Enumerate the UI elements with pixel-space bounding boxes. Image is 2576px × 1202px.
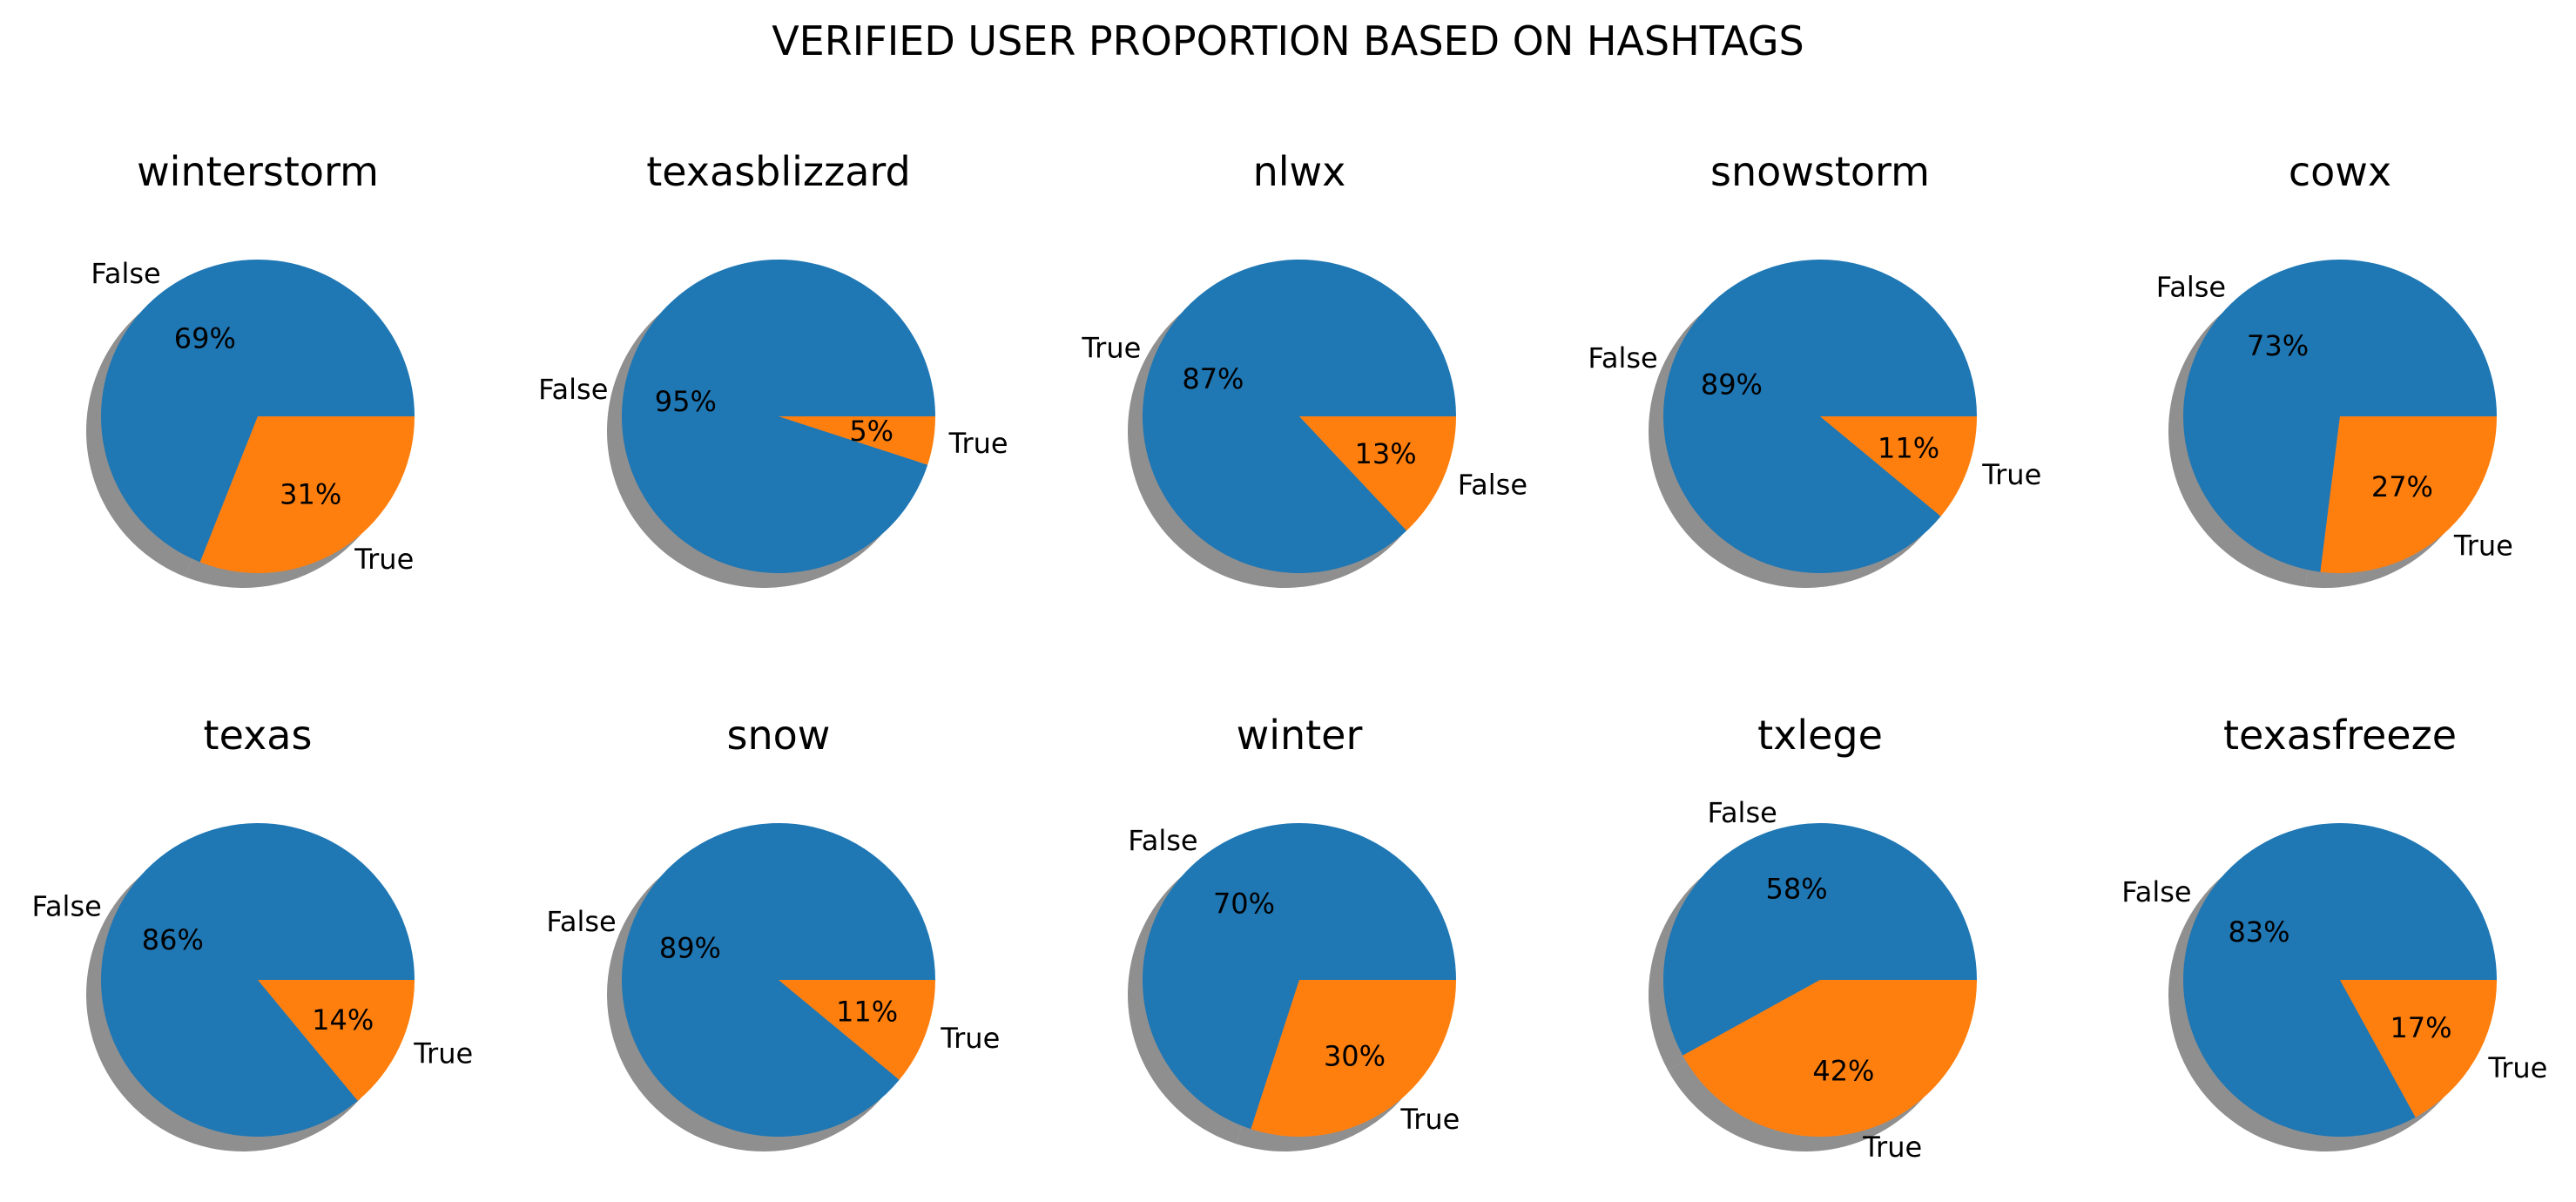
pie-title: texasfreeze [2223, 712, 2457, 759]
slice-label: False [2156, 271, 2226, 304]
percent-label: 70% [1213, 888, 1275, 921]
percent-label: 58% [1766, 872, 1828, 905]
pie-wedge [1251, 980, 1456, 1137]
percent-label: 83% [2228, 915, 2289, 949]
percent-label: 27% [2371, 470, 2433, 503]
slice-label: False [1588, 341, 1657, 375]
slice-label: True [948, 427, 1008, 460]
pie-title: nlwx [1253, 148, 1346, 195]
percent-label: 11% [836, 996, 898, 1029]
pie-wedge [1662, 260, 1977, 574]
pie-texasblizzard: texasblizzard False 95% True 5% [538, 148, 1008, 588]
percent-label: 30% [1324, 1039, 1386, 1072]
slice-label: True [940, 1022, 1000, 1055]
slice-label: False [31, 890, 101, 923]
percent-label: 95% [655, 385, 717, 418]
pie-wedge [1820, 416, 1977, 517]
percent-label: 13% [1355, 437, 1417, 470]
slice-label: False [1707, 796, 1777, 829]
pie-title: snowstorm [1710, 148, 1930, 195]
percent-label: 86% [142, 923, 204, 956]
percent-label: 31% [280, 477, 341, 510]
pie-nlwx: nlwx True 87% False 13% [1081, 148, 1527, 588]
pie-wedge [2320, 416, 2497, 573]
pie-title: winter [1237, 712, 1363, 759]
pie-title: snow [727, 712, 831, 759]
percent-label: 73% [2247, 329, 2309, 362]
pie-wedge [621, 823, 935, 1138]
pie-wedge [622, 259, 935, 573]
pie-txlege: txlege False 58% True 42% [1649, 712, 1977, 1164]
pie-wedge [1682, 980, 1977, 1138]
percent-label: 42% [1812, 1055, 1874, 1088]
percent-label: 87% [1182, 362, 1244, 395]
percent-label: 69% [174, 322, 236, 355]
pie-cowx: cowx False 73% True 27% [2156, 148, 2513, 588]
pie-wedge [101, 823, 415, 1138]
percent-label: 17% [2390, 1011, 2451, 1044]
pie-wedge [779, 416, 935, 465]
slice-label: True [413, 1037, 473, 1070]
pie-winterstorm: winterstorm False 69% True 31% [85, 148, 415, 588]
slice-label: False [1128, 824, 1197, 857]
slice-label: True [1981, 458, 2041, 491]
pie-wedge [1143, 822, 1456, 1130]
pie-title: winterstorm [137, 148, 379, 195]
pie-grid: winterstorm False 69% True 31% texasblizzard F… [31, 148, 2547, 1164]
slice-label: True [2453, 530, 2513, 563]
pie-wedge [199, 416, 415, 573]
pie-wedge [1662, 823, 1977, 1056]
pie-wedge [2183, 259, 2497, 572]
percent-label: 14% [312, 1003, 374, 1037]
pie-texasfreeze: texasfreeze False 83% True 17% [2121, 712, 2547, 1152]
percent-label: 89% [659, 931, 721, 964]
pie-snow: snow False 89% True 11% [546, 712, 1000, 1152]
pie-wedge [2340, 980, 2497, 1118]
slice-label: False [91, 257, 160, 290]
pie-wedge [779, 980, 935, 1080]
pie-texas: texas False 86% True 14% [31, 712, 473, 1152]
slice-label: False [2121, 875, 2191, 908]
pie-wedge [1143, 259, 1456, 573]
percent-label: 89% [1701, 368, 1763, 401]
pie-title: txlege [1757, 712, 1883, 759]
slice-label: True [354, 543, 414, 576]
slice-label: False [546, 905, 616, 938]
figure-title: VERIFIED USER PROPORTION BASED ON HASHTA… [772, 17, 1804, 64]
pie-winter: winter False 70% True 30% [1128, 712, 1460, 1151]
pie-title: cowx [2289, 148, 2391, 195]
pie-snowstorm: snowstorm False 89% True 11% [1588, 148, 2041, 589]
slice-label: True [1862, 1131, 1922, 1164]
slice-label: True [1399, 1103, 1460, 1136]
pie-wedge [1299, 416, 1456, 531]
percent-label: 5% [849, 415, 894, 448]
pie-wedge [258, 980, 415, 1101]
pie-title: texasblizzard [646, 148, 910, 195]
slice-label: True [1081, 331, 1141, 364]
slice-label: False [538, 373, 608, 406]
pie-wedge [2183, 823, 2497, 1138]
slice-label: True [2487, 1051, 2547, 1084]
slice-label: False [1458, 469, 1527, 502]
percent-label: 11% [1878, 432, 1939, 465]
pie-title: texas [204, 712, 313, 759]
pie-wedge [101, 259, 415, 563]
